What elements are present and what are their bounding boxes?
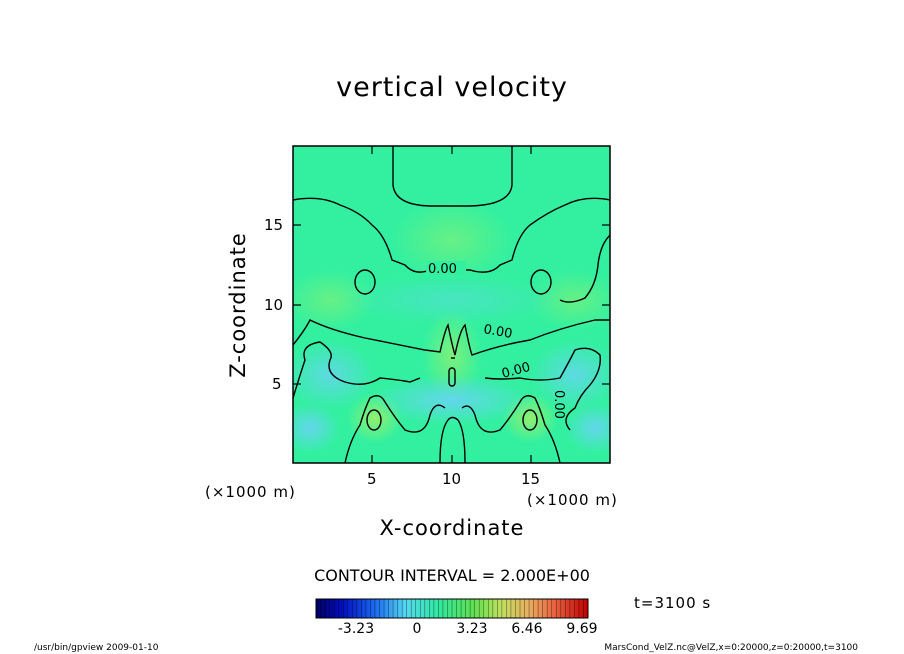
x-axis-unit: (×1000 m): [527, 491, 618, 509]
axis-ticks: [293, 146, 610, 463]
x-tick-label-5: 5: [367, 470, 377, 488]
contour-upper-band-right: [559, 234, 610, 303]
field-downdraft-left: [293, 340, 375, 410]
field-downdraft-edge-left: [293, 403, 340, 453]
field-downdraft-mid: [342, 275, 562, 325]
y-tick-label-15: 15: [264, 216, 284, 234]
field-updraft-top: [392, 200, 512, 280]
z-axis-unit: (×1000 m): [205, 483, 296, 501]
contour-label-2: 0.00: [482, 322, 513, 342]
y-axis-label: Z-coordinate: [226, 232, 250, 378]
contour-cell-left: [366, 409, 382, 431]
colorbar-tick-2: 0: [412, 621, 422, 637]
field-downdraft-edge-right: [565, 403, 610, 453]
field-downdraft-right: [530, 340, 610, 410]
contour-cell-center: [448, 367, 456, 387]
footer-right: MarsCond_VelZ.nc@VelZ,x=0:20000,z=0:2000…: [604, 643, 858, 653]
field-downdraft-center: [372, 375, 532, 425]
contour-lower-left: [293, 341, 421, 399]
contour-cell-right: [522, 409, 538, 431]
y-tick-label-5: 5: [272, 375, 282, 393]
contour-interval: CONTOUR INTERVAL = 2.000E+00: [314, 566, 590, 585]
colorbar-tick-5: 9.69: [566, 621, 598, 637]
contour-center-column: [439, 416, 466, 463]
field-updraft-left: [293, 270, 375, 330]
contour-bottom-left: [344, 395, 446, 463]
contour-lower-right: [484, 347, 601, 431]
contour-bottom-right: [461, 395, 561, 463]
heatmap-field: [293, 146, 610, 463]
contour-oval-left: [354, 269, 376, 295]
contour-oval-right: [530, 269, 552, 295]
colorbar-divisions: [320, 599, 584, 618]
footer-left: /usr/bin/gpview 2009-01-10: [34, 643, 159, 653]
contour-label-3: 0.00: [500, 360, 532, 382]
x-axis-label: X-coordinate: [379, 516, 525, 540]
y-tick-label-10: 10: [264, 296, 284, 314]
x-tick-label-15: 15: [521, 470, 541, 488]
colorbar-tick-3: 3.23: [456, 621, 488, 637]
colorbar-tick-4: 6.46: [511, 621, 543, 637]
chart-title: vertical velocity: [336, 72, 568, 103]
x-tick-label-10: 10: [442, 470, 462, 488]
time-label: t=3100 s: [634, 594, 712, 612]
contour-label-group: 0.00 0.00 0.00 0.00: [426, 261, 566, 419]
contour-top-cap: [392, 146, 513, 207]
colorbar-tick-1: -3.23: [337, 621, 375, 637]
contour-label-1: 0.00: [428, 262, 457, 277]
contour-label-4: 0.00: [551, 390, 566, 419]
contour-label-bg-1: [426, 261, 466, 275]
contour-mid-band: [293, 319, 610, 356]
